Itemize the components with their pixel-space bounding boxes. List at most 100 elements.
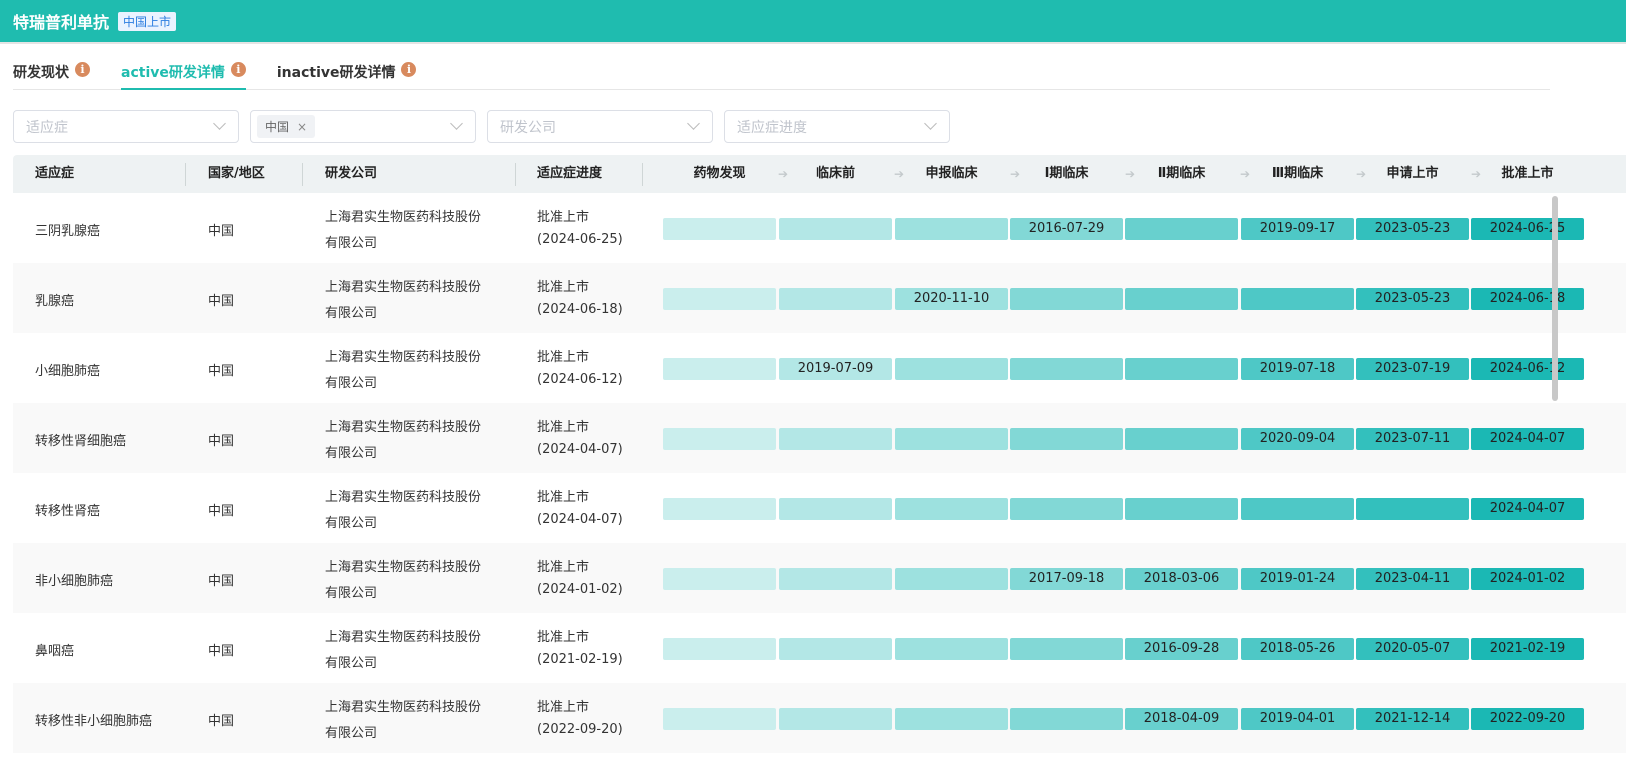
- table-header: 适应症 国家/地区 研发公司 适应症进度 药物发现 ➔ 临床前 ➔ 申报临床 ➔ Ⅰ期临床 ➔ Ⅱ期临床…: [13, 155, 1626, 193]
- company-cell: 上海君实生物医药科技股份: [325, 630, 482, 645]
- stage-bar: 2016-07-29: [1010, 218, 1123, 240]
- progress-cell: 批准上市: [537, 630, 590, 645]
- table-row: 非小细胞肺癌 中国 上海君实生物医药科技股份 有限公司 批准上市 (2024-01-02)…: [13, 543, 1626, 613]
- stage-bar: 2023-05-23: [1356, 288, 1469, 310]
- company-cell: 有限公司: [325, 586, 378, 601]
- stage-bar: [895, 428, 1008, 450]
- progress-cell: 批准上市: [537, 210, 590, 225]
- progress-cell: 批准上市: [537, 700, 590, 715]
- stage-bar: [1241, 288, 1354, 310]
- table-row: 转移性非小细胞肺癌 中国 上海君实生物医药科技股份 有限公司 批准上市 (2022-09-…: [13, 683, 1626, 753]
- stage-header: Ⅲ期临床 ➔: [1241, 155, 1366, 193]
- stage-header: 药物发现 ➔: [663, 155, 788, 193]
- company-select[interactable]: 研发公司: [487, 110, 713, 143]
- stage-header: 申请上市 ➔: [1356, 155, 1481, 193]
- tab-inactive-details[interactable]: inactive研发详情 i: [277, 58, 417, 90]
- filter-bar: 适应症 中国 × 研发公司 适应症进度: [13, 110, 950, 143]
- indication-cell: 非小细胞肺癌: [35, 574, 114, 589]
- stage-bar: [895, 638, 1008, 660]
- region-cell: 中国: [208, 574, 235, 589]
- stage-bar: [1356, 498, 1469, 520]
- stage-bar: 2024-04-07: [1471, 428, 1584, 450]
- stage-bar: 2023-07-19: [1356, 358, 1469, 380]
- stage-bar: 2017-09-18: [1010, 568, 1123, 590]
- stage-header: 批准上市: [1471, 155, 1584, 193]
- table-row: 乳腺癌 中国 上海君实生物医药科技股份 有限公司 批准上市 (2024-06-18) 202…: [13, 263, 1626, 333]
- company-cell: 有限公司: [325, 726, 378, 741]
- stage-label: 申报临床: [925, 166, 978, 181]
- region-cell: 中国: [208, 714, 235, 729]
- company-cell: 上海君实生物医药科技股份: [325, 210, 482, 225]
- tab-bar: 研发现状 i active研发详情 i inactive研发详情 i: [13, 58, 1550, 90]
- info-icon[interactable]: i: [75, 62, 90, 77]
- stage-bar: 2020-05-07: [1356, 638, 1469, 660]
- stage-bar: [779, 568, 892, 590]
- table-row: 鼻咽癌 中国 上海君实生物医药科技股份 有限公司 批准上市 (2021-02-19) 201…: [13, 613, 1626, 683]
- tab-active-details[interactable]: active研发详情 i: [121, 58, 246, 90]
- region-tag: 中国 ×: [257, 115, 316, 138]
- stage-bar: [779, 218, 892, 240]
- indication-cell: 转移性非小细胞肺癌: [35, 714, 153, 729]
- stage-bar: 2022-09-20: [1471, 708, 1584, 730]
- stage-bar: 2024-06-25: [1471, 218, 1584, 240]
- stage-bar: [1010, 708, 1123, 730]
- stage-bar: [1241, 498, 1354, 520]
- column-divider: [302, 163, 303, 186]
- company-cell: 有限公司: [325, 376, 378, 391]
- arrow-right-icon: ➔: [1009, 167, 1020, 181]
- placeholder: 适应症: [26, 119, 68, 136]
- region-cell: 中国: [208, 644, 235, 659]
- placeholder: 研发公司: [500, 119, 556, 136]
- progress-select[interactable]: 适应症进度: [724, 110, 950, 143]
- progress-cell: 批准上市: [537, 560, 590, 575]
- stage-label: 药物发现: [693, 166, 746, 181]
- column-header: 研发公司: [325, 166, 378, 181]
- stage-bar: [1010, 428, 1123, 450]
- region-cell: 中国: [208, 504, 235, 519]
- stage-bar: 2019-04-01: [1241, 708, 1354, 730]
- tab-status[interactable]: 研发现状 i: [13, 58, 90, 90]
- stage-bar: [663, 428, 776, 450]
- stage-bar: 2021-12-14: [1356, 708, 1469, 730]
- company-cell: 上海君实生物医药科技股份: [325, 280, 482, 295]
- region-cell: 中国: [208, 224, 235, 239]
- close-icon[interactable]: ×: [297, 120, 308, 134]
- company-cell: 上海君实生物医药科技股份: [325, 700, 482, 715]
- arrow-right-icon: ➔: [1124, 167, 1135, 181]
- chevron-down-icon: [924, 117, 937, 130]
- progress-cell: (2024-04-07): [537, 512, 623, 527]
- info-icon[interactable]: i: [401, 62, 417, 77]
- stage-header: Ⅱ期临床 ➔: [1125, 155, 1250, 193]
- indication-cell: 转移性肾癌: [35, 504, 101, 519]
- region-select[interactable]: 中国 ×: [250, 110, 476, 143]
- stage-bar: [779, 498, 892, 520]
- chevron-down-icon: [687, 117, 700, 130]
- region-cell: 中国: [208, 294, 235, 309]
- stage-bar: 2024-01-02: [1471, 568, 1584, 590]
- stage-bar: [1125, 218, 1238, 240]
- chevron-down-icon: [213, 117, 226, 130]
- info-icon[interactable]: i: [230, 62, 246, 77]
- stage-bar: [779, 288, 892, 310]
- company-cell: 有限公司: [325, 446, 378, 461]
- placeholder: 适应症进度: [737, 119, 807, 136]
- arrow-right-icon: ➔: [893, 167, 904, 181]
- stage-bar: 2019-07-09: [779, 358, 892, 380]
- stage-bar: 2019-09-17: [1241, 218, 1354, 240]
- progress-cell: (2024-06-18): [537, 302, 623, 317]
- tag-label: 中国: [265, 120, 290, 134]
- company-cell: 有限公司: [325, 306, 378, 321]
- progress-cell: (2024-06-12): [537, 372, 623, 387]
- stage-bar: [1125, 498, 1238, 520]
- progress-cell: (2024-01-02): [537, 582, 623, 597]
- progress-cell: 批准上市: [537, 420, 590, 435]
- stage-bar: 2023-05-23: [1356, 218, 1469, 240]
- indication-select[interactable]: 适应症: [13, 110, 239, 143]
- stage-bar: 2016-09-28: [1125, 638, 1238, 660]
- stage-bar: [895, 498, 1008, 520]
- company-cell: 上海君实生物医药科技股份: [325, 420, 482, 435]
- vertical-scrollbar[interactable]: [1552, 196, 1558, 401]
- stage-bar: [1125, 288, 1238, 310]
- company-cell: 上海君实生物医药科技股份: [325, 350, 482, 365]
- stage-label: 临床前: [815, 166, 855, 181]
